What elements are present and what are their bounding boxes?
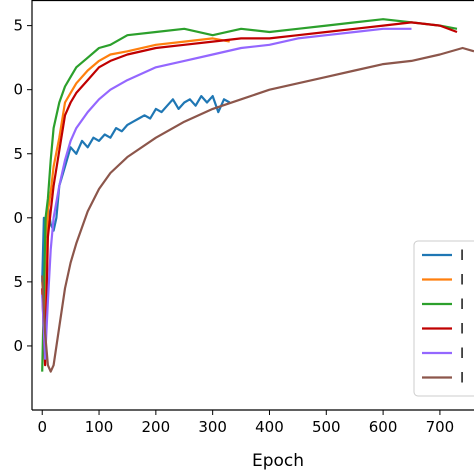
- legend-box: [413, 240, 474, 397]
- series-line-5: [41, 27, 412, 360]
- x-tick-label: 300: [198, 418, 227, 436]
- y-tick-label: 5: [13, 273, 23, 291]
- series-line-3: [41, 18, 458, 372]
- series-line-4: [41, 21, 458, 367]
- x-tick-label: 600: [369, 418, 398, 436]
- legend-label-4: I: [460, 322, 464, 338]
- series-line-2: [41, 37, 230, 322]
- legend-label-5: I: [460, 346, 464, 362]
- x-tick-label: 200: [142, 418, 171, 436]
- legend-label-6: I: [460, 371, 464, 387]
- x-tick-label: 400: [255, 418, 284, 436]
- legend-label-3: I: [460, 297, 464, 313]
- plot-lines: [41, 18, 474, 373]
- series-line-1: [41, 95, 231, 282]
- y-tick-label: 5: [13, 145, 23, 163]
- y-tick-label: 0: [13, 81, 23, 99]
- series-line-6: [41, 46, 474, 373]
- axes: 0 100 200 300 400 500 600 700 0 5 0 5 0 5: [13, 0, 474, 436]
- y-tick-label: 0: [13, 337, 23, 355]
- y-tick-label: 0: [13, 209, 23, 227]
- legend-label-2: I: [460, 273, 464, 289]
- x-axis-label: Epoch: [252, 451, 304, 471]
- legend-label-1: I: [460, 248, 464, 264]
- x-tick-label: 100: [85, 418, 114, 436]
- x-tick-label: 500: [312, 418, 341, 436]
- y-tick-label: 5: [13, 17, 23, 35]
- x-tick-label: 0: [37, 418, 47, 436]
- x-tick-label: 700: [426, 418, 455, 436]
